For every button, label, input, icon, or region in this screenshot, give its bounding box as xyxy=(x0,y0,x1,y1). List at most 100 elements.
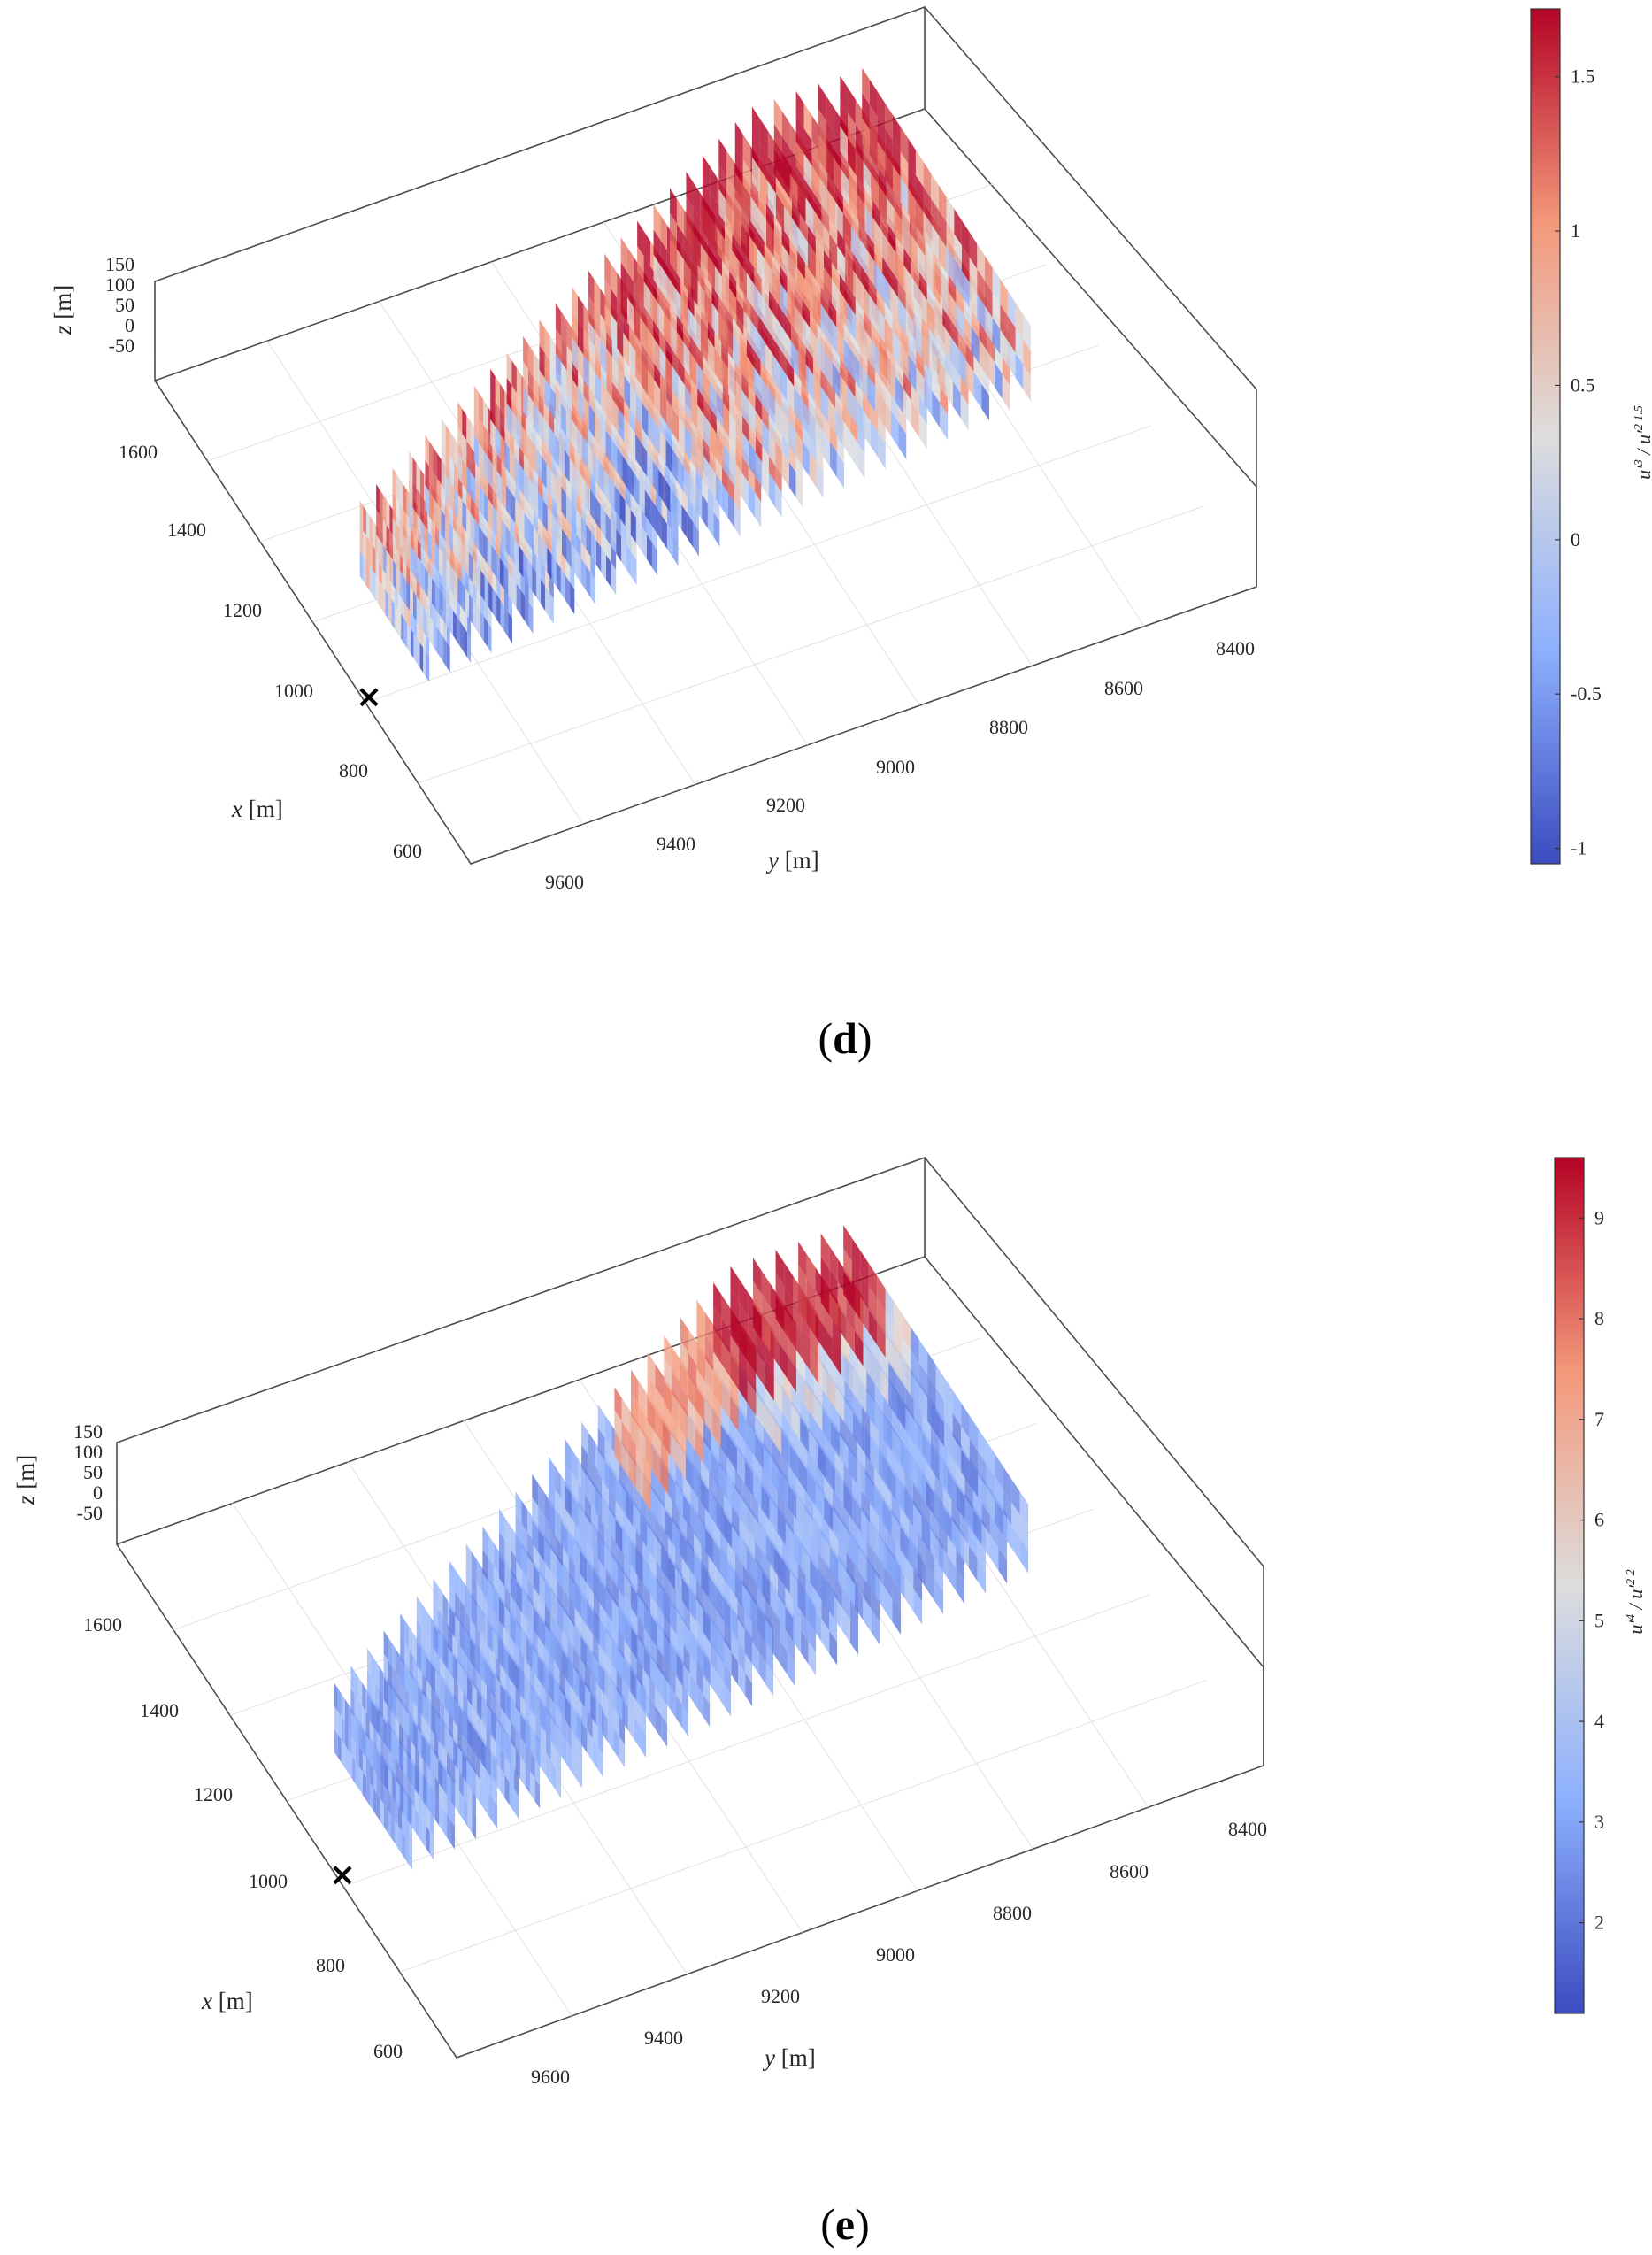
slice-cell xyxy=(648,370,655,405)
slice-cell xyxy=(621,1420,629,1455)
slice-cell xyxy=(619,493,626,527)
slice-cell xyxy=(557,1599,564,1633)
slice-cell xyxy=(558,441,565,475)
slice-cell xyxy=(457,402,463,434)
slice-cell xyxy=(562,1566,569,1599)
slice-cell xyxy=(1007,290,1016,328)
slice-cell xyxy=(672,1520,680,1555)
slice-cell xyxy=(644,489,650,524)
slice-cell xyxy=(791,217,800,256)
slice-cell xyxy=(445,450,450,481)
slice-cell xyxy=(802,316,811,353)
slice-cell xyxy=(637,245,644,281)
slice-cell xyxy=(570,581,575,615)
slice-cell xyxy=(854,1330,864,1366)
slice-cell xyxy=(629,425,636,459)
slice-cell xyxy=(775,1295,785,1332)
slice-cell xyxy=(467,1719,473,1750)
slice-cell xyxy=(838,1558,847,1595)
slice-cell xyxy=(784,1308,793,1345)
slice-cell xyxy=(933,267,941,305)
slice-cell xyxy=(772,353,780,390)
slice-cell xyxy=(449,565,455,596)
panel-d-x-tick: 1200 xyxy=(223,599,262,621)
slice-cell xyxy=(414,1808,419,1837)
slice-cell xyxy=(585,481,591,514)
slice-cell xyxy=(773,98,782,136)
slice-cell xyxy=(751,1640,759,1674)
slice-cell xyxy=(709,381,717,417)
slice-cell xyxy=(781,1558,790,1595)
slice-cell xyxy=(466,1759,472,1789)
slice-cell xyxy=(409,501,413,533)
slice-cell xyxy=(679,1531,688,1566)
slice-cell xyxy=(930,1528,939,1566)
slice-cell xyxy=(857,1547,867,1583)
slice-cell xyxy=(840,75,849,113)
slice-cell xyxy=(334,1682,338,1712)
slice-cell xyxy=(765,1662,774,1697)
slice-cell xyxy=(716,1502,725,1537)
slice-cell xyxy=(713,1281,722,1319)
slice-cell xyxy=(734,1573,743,1607)
slice-cell xyxy=(561,312,567,346)
slice-cell xyxy=(711,1662,718,1697)
slice-cell xyxy=(605,1589,612,1622)
slice-cell xyxy=(809,1407,818,1444)
slice-cell xyxy=(710,165,718,204)
slice-cell xyxy=(515,498,520,531)
slice-cell xyxy=(549,592,554,625)
slice-cell xyxy=(788,1483,797,1520)
slice-cell xyxy=(1002,373,1010,412)
panel-e-x-tick: 1600 xyxy=(83,1613,122,1635)
slice-cell xyxy=(877,1321,886,1358)
slice-cell xyxy=(916,366,925,404)
slice-cell xyxy=(611,288,618,323)
slice-cell xyxy=(624,374,631,410)
slice-cell xyxy=(550,1590,557,1623)
slice-cell xyxy=(565,1462,572,1496)
slice-cell xyxy=(523,335,528,370)
slice-cell xyxy=(894,1324,903,1360)
slice-cell xyxy=(676,331,684,367)
slice-cell xyxy=(762,1548,771,1583)
slice-cell xyxy=(491,1712,496,1743)
slice-cell xyxy=(501,519,506,551)
slice-cell xyxy=(984,255,993,293)
slice-cell xyxy=(372,544,376,575)
slice-cell xyxy=(735,463,742,498)
colorbar-tick-label: 2 xyxy=(1594,1912,1604,1934)
slice-cell xyxy=(834,1595,842,1631)
slice-cell xyxy=(605,1631,612,1664)
slice-cell xyxy=(775,193,784,231)
panel-d-x-tick: 600 xyxy=(393,840,422,862)
slice-cell xyxy=(392,1774,396,1804)
slice-cell xyxy=(952,1435,962,1473)
slice-cell xyxy=(972,1486,982,1522)
slice-cell xyxy=(818,1571,826,1606)
slice-cell xyxy=(376,1793,380,1822)
slice-cell xyxy=(649,1696,656,1729)
slice-cell xyxy=(437,1631,443,1663)
slice-cell xyxy=(611,357,619,391)
slice-cell xyxy=(711,1451,719,1488)
slice-cell xyxy=(459,1576,465,1607)
slice-cell xyxy=(751,106,760,144)
slice-cell xyxy=(423,647,426,678)
slice-cell xyxy=(758,1651,766,1686)
slice-cell xyxy=(396,523,400,554)
slice-cell xyxy=(704,1376,713,1412)
slice-cell xyxy=(995,1476,1003,1512)
slice-cell xyxy=(515,1514,522,1547)
slice-cell xyxy=(961,1403,970,1439)
slice-cell xyxy=(942,1483,952,1520)
slice-cell xyxy=(552,513,557,547)
slice-cell xyxy=(476,604,480,636)
slice-cell xyxy=(700,243,708,281)
slice-cell xyxy=(624,416,630,450)
slice-cell xyxy=(437,1608,443,1640)
slice-cell xyxy=(779,1320,788,1357)
colorbar-tick-label: 1 xyxy=(1571,219,1580,242)
slice-cell xyxy=(696,1683,703,1717)
slice-cell xyxy=(647,1374,656,1410)
